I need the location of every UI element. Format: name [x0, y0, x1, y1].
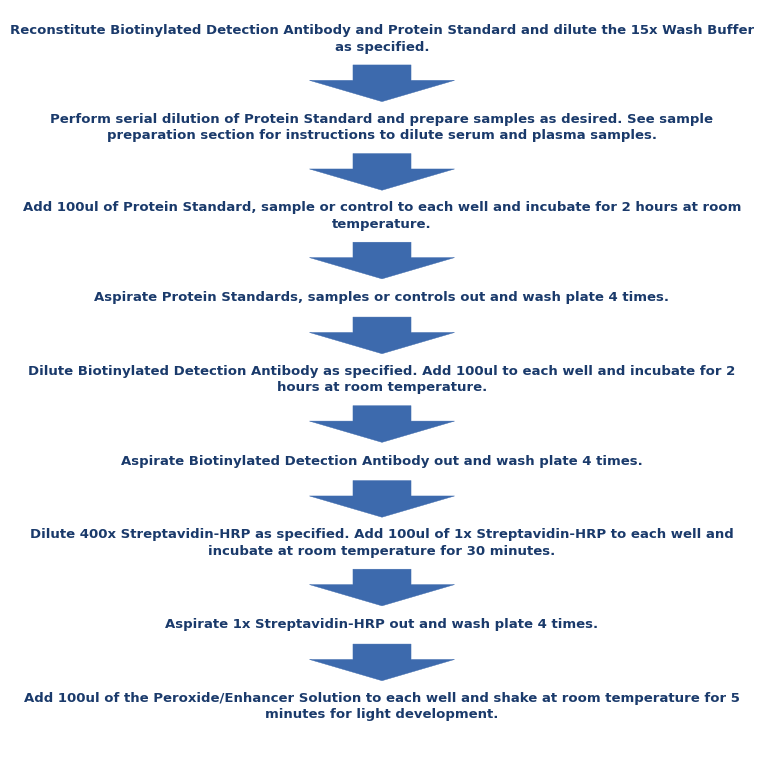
- Text: Perform serial dilution of Protein Standard and prepare samples as desired. See : Perform serial dilution of Protein Stand…: [50, 113, 714, 142]
- Polygon shape: [309, 569, 455, 606]
- Text: Aspirate Biotinylated Detection Antibody out and wash plate 4 times.: Aspirate Biotinylated Detection Antibody…: [121, 455, 643, 468]
- Text: Add 100ul of the Peroxide/Enhancer Solution to each well and shake at room tempe: Add 100ul of the Peroxide/Enhancer Solut…: [24, 692, 740, 721]
- Polygon shape: [309, 481, 455, 517]
- Text: Aspirate Protein Standards, samples or controls out and wash plate 4 times.: Aspirate Protein Standards, samples or c…: [95, 291, 669, 305]
- Text: Aspirate 1x Streptavidin-HRP out and wash plate 4 times.: Aspirate 1x Streptavidin-HRP out and was…: [166, 618, 598, 632]
- Polygon shape: [309, 644, 455, 681]
- Text: Dilute Biotinylated Detection Antibody as specified. Add 100ul to each well and : Dilute Biotinylated Detection Antibody a…: [28, 365, 736, 394]
- Polygon shape: [309, 154, 455, 190]
- Text: Add 100ul of Protein Standard, sample or control to each well and incubate for 2: Add 100ul of Protein Standard, sample or…: [23, 202, 741, 231]
- Text: Reconstitute Biotinylated Detection Antibody and Protein Standard and dilute the: Reconstitute Biotinylated Detection Anti…: [10, 24, 754, 53]
- Polygon shape: [309, 65, 455, 102]
- Text: Dilute 400x Streptavidin-HRP as specified. Add 100ul of 1x Streptavidin-HRP to e: Dilute 400x Streptavidin-HRP as specifie…: [30, 529, 734, 558]
- Polygon shape: [309, 317, 455, 354]
- Polygon shape: [309, 406, 455, 442]
- Polygon shape: [309, 242, 455, 279]
